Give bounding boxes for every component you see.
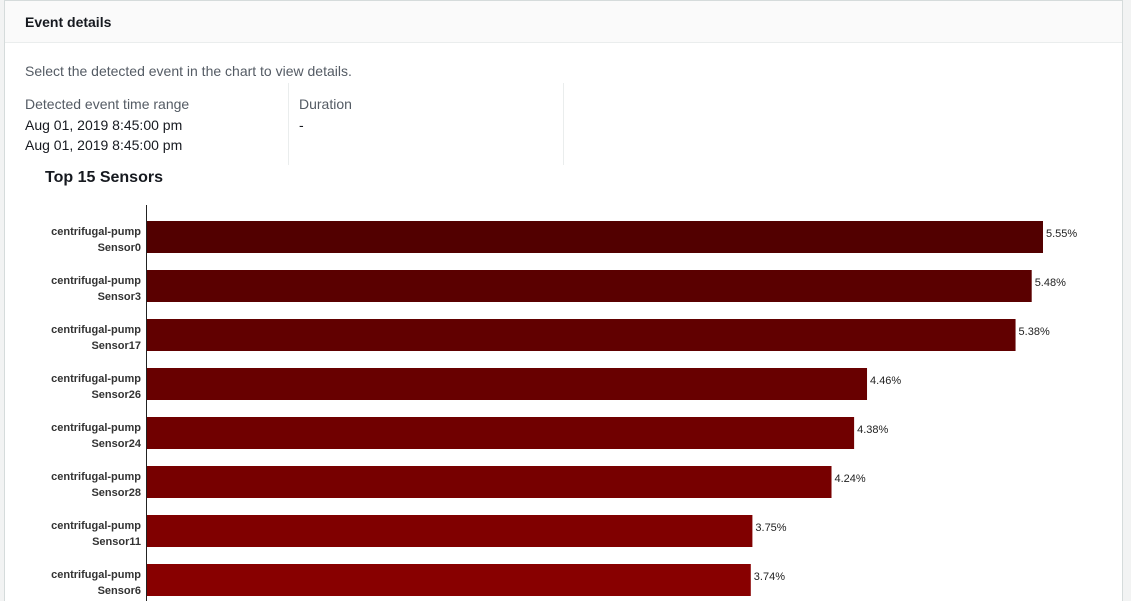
- panel-title: Event details: [25, 13, 112, 30]
- duration-label: Duration: [299, 96, 352, 112]
- panel-header: Event details: [5, 1, 1122, 43]
- bar-value-label: 5.38%: [1019, 326, 1050, 338]
- bar-value-label: 4.38%: [857, 424, 888, 436]
- bar-sensor11[interactable]: [147, 515, 753, 547]
- category-label-sensor: Sensor28: [91, 487, 141, 499]
- category-label-sensor: Sensor0: [98, 242, 141, 254]
- time-range-start: Aug 01, 2019 8:45:00 pm: [25, 117, 183, 133]
- bar-sensor6[interactable]: [147, 564, 751, 596]
- category-label-component: centrifugal-pump: [51, 520, 141, 532]
- bar-value-label: 4.46%: [870, 375, 901, 387]
- category-label-component: centrifugal-pump: [51, 471, 141, 483]
- time-range-label: Detected event time range: [25, 96, 190, 112]
- bar-sensor17[interactable]: [147, 319, 1016, 351]
- bar-sensor3[interactable]: [147, 270, 1032, 302]
- bar-sensor26[interactable]: [147, 368, 868, 400]
- category-label-component: centrifugal-pump: [51, 226, 141, 238]
- bar-value-label: 3.74%: [754, 571, 785, 583]
- category-label-sensor: Sensor6: [98, 585, 141, 597]
- time-range-column: Detected event time range Aug 01, 2019 8…: [25, 83, 289, 165]
- category-label-sensor: Sensor11: [92, 536, 141, 548]
- category-label-sensor: Sensor17: [91, 340, 141, 352]
- category-label-sensor: Sensor26: [91, 389, 141, 401]
- bar-sensor24[interactable]: [147, 417, 855, 449]
- duration-value: -: [299, 117, 304, 133]
- bar-value-label: 5.55%: [1046, 228, 1077, 240]
- category-label-component: centrifugal-pump: [51, 422, 141, 434]
- category-label-component: centrifugal-pump: [51, 324, 141, 336]
- sensor-bar-chart[interactable]: 5.55% centrifugal-pump Sensor0 5.48% centrif…: [5, 1, 1123, 601]
- bars-group: 5.55% centrifugal-pump Sensor0 5.48% centrif…: [51, 221, 1077, 597]
- chart-title: Top 15 Sensors: [45, 169, 163, 186]
- bar-value-label: 3.75%: [755, 522, 786, 534]
- bar-sensor0[interactable]: [147, 221, 1043, 253]
- bar-value-label: 5.48%: [1035, 277, 1066, 289]
- category-label-component: centrifugal-pump: [51, 569, 141, 581]
- category-label-sensor: Sensor24: [91, 438, 141, 450]
- event-details-panel: Event details Select the detected event …: [4, 0, 1123, 601]
- bar-value-label: 4.24%: [835, 473, 866, 485]
- duration-column: Duration -: [289, 83, 564, 165]
- category-label-sensor: Sensor3: [98, 291, 141, 303]
- time-range-end: Aug 01, 2019 8:45:00 pm: [25, 137, 183, 153]
- bar-sensor28[interactable]: [147, 466, 832, 498]
- category-label-component: centrifugal-pump: [51, 373, 141, 385]
- category-label-component: centrifugal-pump: [51, 275, 141, 287]
- chart-instructions: Select the detected event in the chart t…: [25, 63, 352, 79]
